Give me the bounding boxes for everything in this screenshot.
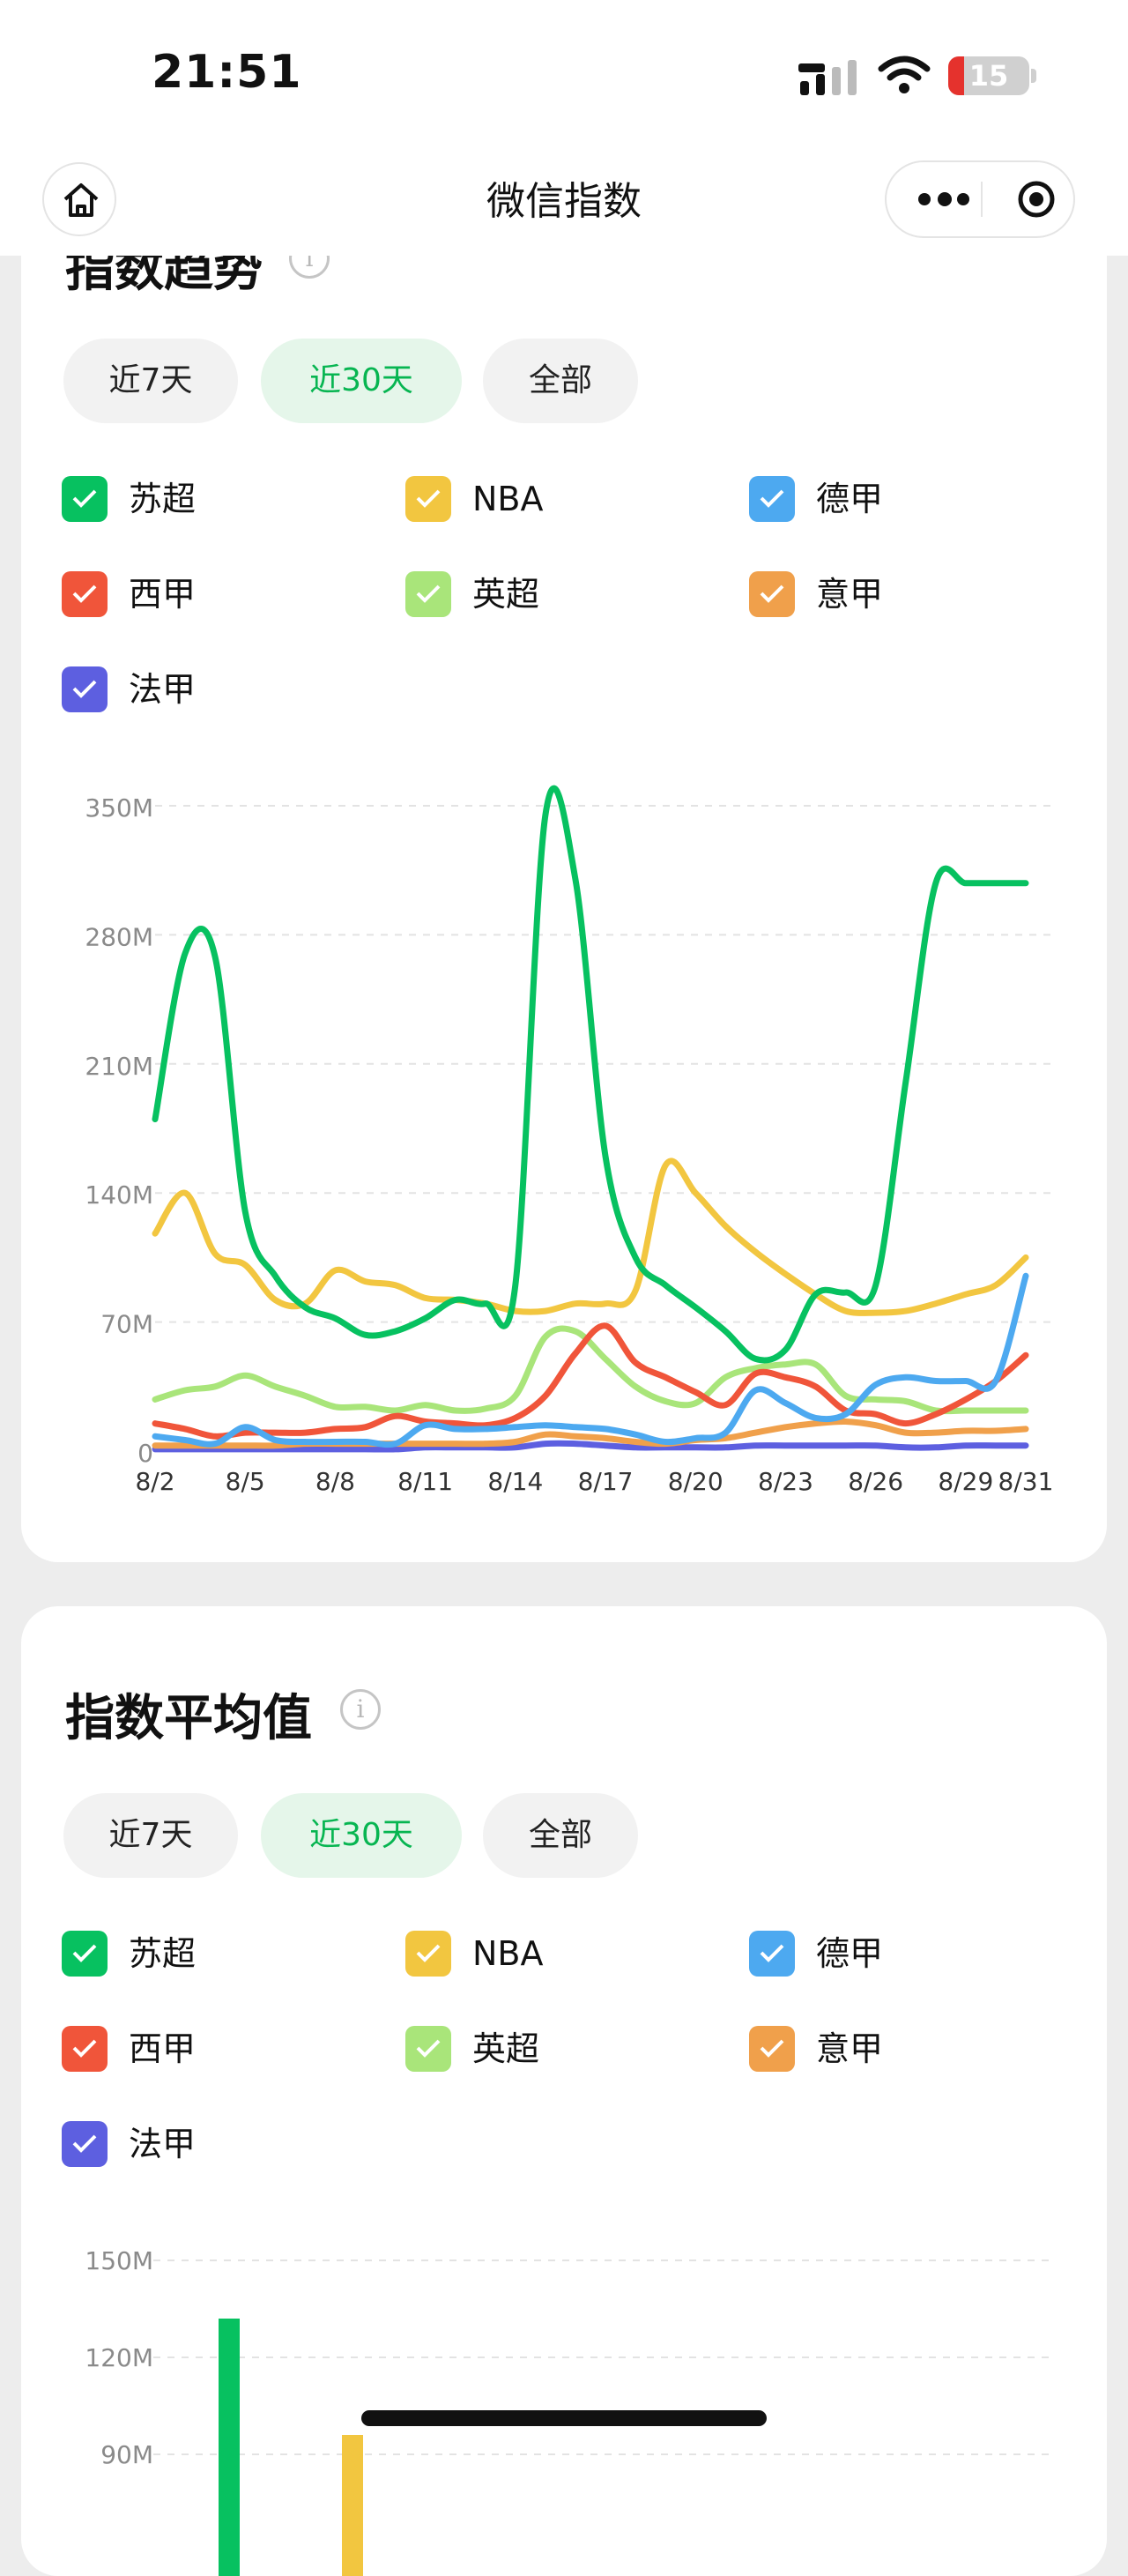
- checkbox-icon[interactable]: [62, 571, 108, 617]
- bar-0[interactable]: [219, 2319, 240, 2576]
- tab-all[interactable]: 全部: [483, 1793, 638, 1878]
- x-tick-label: 8/31: [998, 1467, 1054, 1496]
- average-title: 指数平均值: [65, 1690, 312, 1747]
- trend-line-chart[interactable]: 0 70M 140M 210M 280M 350M 8/2 8/5 8/8 8/11 8/14 8/1…: [21, 776, 1107, 1552]
- home-icon: [63, 183, 99, 217]
- y-tick-label: 140M: [85, 1180, 153, 1210]
- series-line-1[interactable]: [152, 1158, 1029, 1316]
- tab-7-days[interactable]: 近7天: [63, 339, 238, 423]
- average-card: 指数平均值 i 近7天 近30天 全部 苏超 NBA 德甲 西甲 英超 意甲: [21, 1606, 1107, 2576]
- trend-card: 指数趋势 i 近7天 近30天 全部 苏超 NBA 德甲 西甲 英超 意甲: [21, 212, 1107, 1562]
- x-tick-label: 8/17: [578, 1467, 634, 1496]
- more-icon[interactable]: [918, 189, 969, 210]
- tab-all[interactable]: 全部: [483, 339, 638, 423]
- y-tick-label: 150M: [85, 2246, 153, 2275]
- legend-label: 英超: [472, 2029, 540, 2068]
- legend-label: 法甲: [129, 2125, 197, 2163]
- x-tick-label: 8/14: [487, 1467, 543, 1496]
- checkbox-icon[interactable]: [749, 1931, 795, 1977]
- nav-bar: 微信指数: [0, 150, 1128, 256]
- home-indicator: [361, 2410, 767, 2426]
- y-tick-label: 0: [137, 1439, 153, 1468]
- legend-label: 法甲: [129, 670, 197, 709]
- checkbox-icon[interactable]: [405, 2026, 451, 2072]
- y-tick-label: 210M: [85, 1052, 153, 1081]
- home-button[interactable]: [42, 162, 116, 236]
- series-line-4[interactable]: [152, 1325, 1029, 1415]
- legend-label: 西甲: [129, 2029, 197, 2068]
- tab-30-days[interactable]: 近30天: [261, 1793, 462, 1878]
- checkbox-icon[interactable]: [749, 476, 795, 522]
- legend-label: 苏超: [129, 480, 197, 518]
- status-time: 21:51: [152, 46, 302, 99]
- legend-label: 意甲: [816, 2029, 884, 2068]
- x-tick-label: 8/26: [848, 1467, 903, 1496]
- bar-1[interactable]: [342, 2435, 363, 2576]
- checkbox-icon[interactable]: [749, 571, 795, 617]
- legend-label: 苏超: [129, 1934, 197, 1973]
- y-tick-label: 280M: [85, 922, 153, 951]
- wifi-icon: [878, 56, 931, 93]
- battery-icon: 15: [948, 56, 1029, 95]
- legend-label: NBA: [472, 480, 544, 518]
- battery-level: 15: [968, 59, 1009, 93]
- checkbox-icon[interactable]: [62, 476, 108, 522]
- y-tick-label: 350M: [85, 793, 153, 823]
- cellular-signal-icon: [798, 60, 857, 95]
- x-tick-label: 8/2: [135, 1467, 174, 1496]
- y-tick-label: 90M: [100, 2440, 153, 2469]
- close-target-icon[interactable]: [1017, 180, 1056, 219]
- legend-label: 英超: [472, 575, 540, 614]
- tab-7-days[interactable]: 近7天: [63, 1793, 238, 1878]
- checkbox-icon[interactable]: [405, 1931, 451, 1977]
- x-tick-label: 8/20: [668, 1467, 724, 1496]
- legend-label: 西甲: [129, 575, 197, 614]
- status-bar: 21:51 15: [0, 0, 1128, 150]
- y-tick-label: 70M: [100, 1310, 153, 1339]
- average-bar-chart[interactable]: 90M 120M 150M: [21, 2223, 1107, 2576]
- checkbox-icon[interactable]: [62, 666, 108, 712]
- legend-label: 意甲: [816, 575, 884, 614]
- checkbox-icon[interactable]: [62, 1931, 108, 1977]
- checkbox-icon[interactable]: [62, 2026, 108, 2072]
- checkbox-icon[interactable]: [405, 571, 451, 617]
- series-line-0[interactable]: [152, 785, 1029, 1364]
- x-tick-label: 8/29: [938, 1467, 993, 1496]
- info-icon[interactable]: i: [340, 1689, 381, 1730]
- checkbox-icon[interactable]: [405, 476, 451, 522]
- series-line-3[interactable]: [152, 1322, 1029, 1440]
- series-line-2[interactable]: [152, 1272, 1029, 1448]
- y-tick-label: 120M: [85, 2343, 153, 2372]
- x-tick-label: 8/23: [758, 1467, 813, 1496]
- page-title: 微信指数: [486, 179, 642, 224]
- legend-label: 德甲: [816, 480, 884, 518]
- legend-label: NBA: [472, 1934, 544, 1973]
- x-tick-label: 8/5: [226, 1467, 265, 1496]
- battery-tip: [1031, 69, 1036, 83]
- checkbox-icon[interactable]: [749, 2026, 795, 2072]
- series-line-6[interactable]: [152, 1440, 1029, 1453]
- legend-label: 德甲: [816, 1934, 884, 1973]
- x-tick-label: 8/11: [397, 1467, 453, 1496]
- mini-program-capsule: [885, 160, 1075, 238]
- tab-30-days[interactable]: 近30天: [261, 339, 462, 423]
- x-tick-label: 8/8: [315, 1467, 355, 1496]
- checkbox-icon[interactable]: [62, 2121, 108, 2167]
